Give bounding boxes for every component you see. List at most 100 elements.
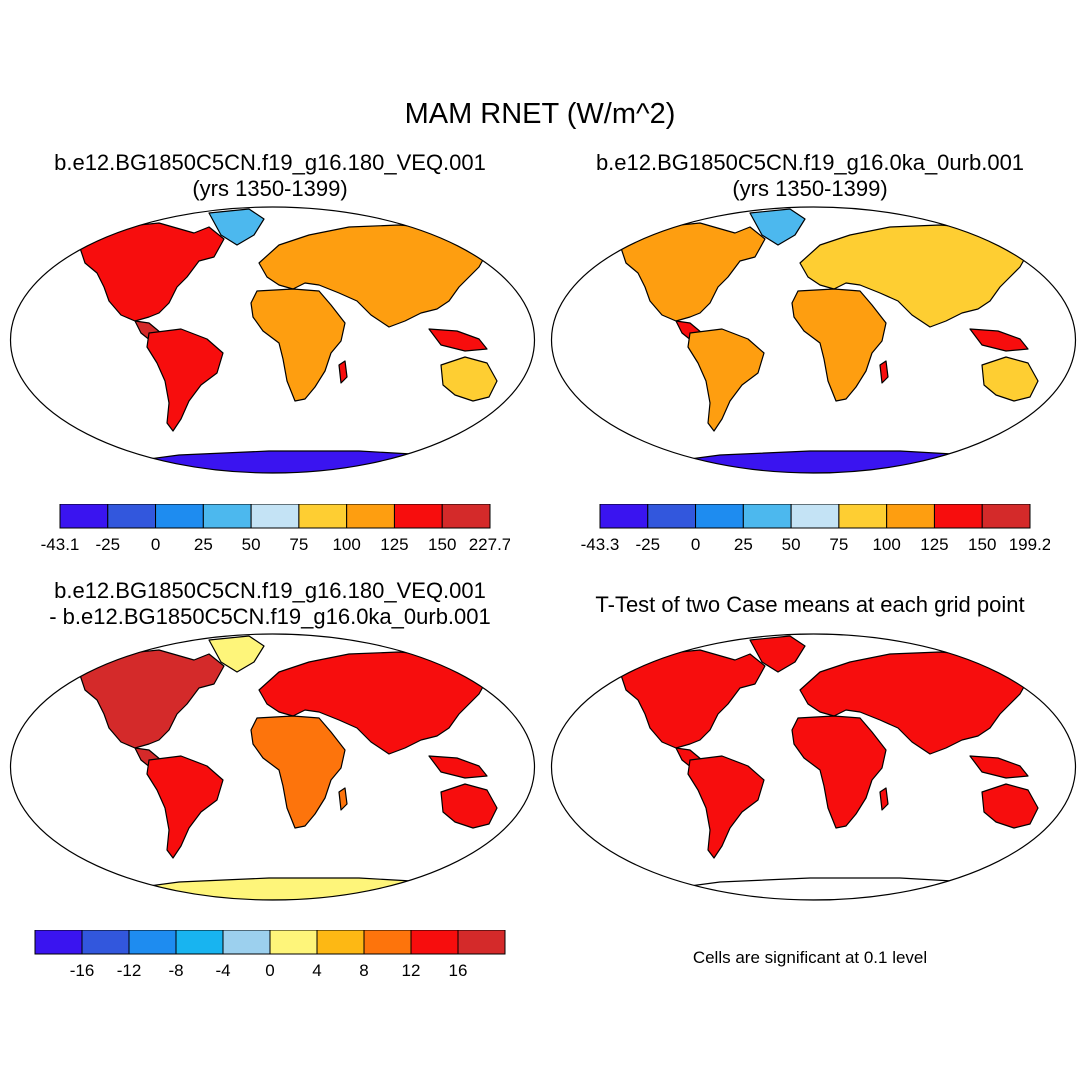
map-land	[619, 208, 1039, 473]
panel-title-case2-line1: b.e12.BG1850C5CN.f19_g16.0ka_0urb.001	[595, 150, 1025, 175]
colorbar-tick-label: 75	[289, 535, 308, 554]
colorbar-box	[269, 930, 318, 955]
colorbar-tick-label: 50	[242, 535, 261, 554]
panel-title-case2: b.e12.BG1850C5CN.f19_g16.0ka_0urb.001 (y…	[540, 150, 1080, 202]
colorbar-tick-label: -16	[70, 961, 95, 980]
map-border	[9, 206, 536, 474]
colorbar-tick-label: 100	[332, 535, 360, 554]
colorbar-box	[981, 504, 1031, 529]
colorbar-tick-label: -43.3	[581, 535, 620, 554]
colorbar-tick-label: -43.1	[41, 535, 80, 554]
region-madagascar	[879, 787, 889, 811]
colorbar-box	[410, 930, 459, 955]
panel-title-case1-line1: b.e12.BG1850C5CN.f19_g16.180_VEQ.001	[54, 150, 486, 175]
colorbar-box	[790, 504, 840, 529]
colorbar-box	[886, 504, 935, 529]
colorbar-tick-label: -8	[168, 961, 183, 980]
region-namerica	[619, 649, 766, 749]
colorbar-tick-label: 125	[920, 535, 948, 554]
region-madagascar	[338, 360, 348, 384]
region-eurasia	[799, 224, 1031, 328]
colorbar-tick-label: 16	[449, 961, 468, 980]
colorbar-tick-label: 8	[359, 961, 368, 980]
colorbar-box	[393, 504, 443, 529]
colorbar-box	[316, 930, 365, 955]
colorbar-box	[155, 504, 204, 529]
panel-title-ttest-line1: T-Test of two Case means at each grid po…	[595, 592, 1025, 617]
region-samerica	[687, 328, 765, 432]
colorbar-box	[222, 930, 271, 955]
colorbar-box	[457, 930, 506, 955]
colorbar-box	[59, 504, 109, 529]
colorbar-tick-label: 4	[312, 961, 321, 980]
colorbar-case1: -43.1 -25 0 25 50 75 100 125 150 227.7	[41, 504, 510, 554]
region-seasia	[969, 755, 1029, 779]
colorbar-tick-label: -12	[117, 961, 142, 980]
colorbar-box	[695, 504, 744, 529]
colorbar-tick-label: 25	[194, 535, 213, 554]
region-greenland	[208, 635, 265, 673]
region-madagascar	[338, 787, 348, 811]
region-greenland	[208, 208, 265, 246]
colorbar-tick-label: 199.2	[1009, 535, 1050, 554]
panel-title-diff-line1: b.e12.BG1850C5CN.f19_g16.180_VEQ.001	[54, 578, 486, 603]
colorbar-tick-label: 125	[380, 535, 408, 554]
region-seasia	[969, 328, 1029, 352]
colorbar-tick-label: 227.7	[469, 535, 510, 554]
colorbar-tick-label: 0	[265, 961, 274, 980]
colorbar-tick-label: -25	[635, 535, 660, 554]
colorbar-box	[107, 504, 157, 529]
panel-title-diff-line2: - b.e12.BG1850C5CN.f19_g16.0ka_0urb.001	[49, 604, 491, 629]
region-africa	[791, 288, 887, 402]
region-samerica	[146, 328, 224, 432]
region-namerica	[78, 222, 225, 322]
colorbar-box	[175, 930, 224, 955]
region-eurasia	[258, 224, 490, 328]
colorbar-tick-label: 150	[968, 535, 996, 554]
panel-title-ttest: T-Test of two Case means at each grid po…	[540, 592, 1080, 618]
region-samerica	[687, 755, 765, 859]
colorbar-box	[34, 930, 83, 955]
region-namerica	[78, 649, 225, 749]
map-land	[78, 208, 498, 473]
colorbar-tick-label: 12	[402, 961, 421, 980]
region-africa	[791, 715, 887, 829]
map-ttest	[550, 633, 1077, 901]
colorbar-box	[298, 504, 348, 529]
region-seasia	[428, 328, 488, 352]
colorbar-box	[742, 504, 792, 529]
region-australia	[440, 783, 498, 829]
panel-title-case2-line2: (yrs 1350-1399)	[732, 176, 888, 201]
region-greenland	[749, 208, 806, 246]
region-eurasia	[258, 651, 490, 755]
region-samerica	[146, 755, 224, 859]
significance-note: Cells are significant at 0.1 level	[692, 948, 928, 967]
colorbar-box	[346, 504, 395, 529]
panel-title-case1-line2: (yrs 1350-1399)	[192, 176, 348, 201]
colorbar-box	[250, 504, 300, 529]
region-australia	[981, 356, 1039, 402]
panel-title-case1: b.e12.BG1850C5CN.f19_g16.180_VEQ.001 (yr…	[0, 150, 540, 202]
colorbar-case2: -43.3 -25 0 25 50 75 100 125 150 199.2	[581, 504, 1050, 554]
colorbar-box	[838, 504, 888, 529]
colorbar-tick-label: -25	[95, 535, 120, 554]
map-case1	[9, 206, 536, 474]
map-land	[78, 635, 498, 900]
region-greenland	[749, 635, 806, 673]
colorbar-box	[202, 504, 252, 529]
colorbar-box	[363, 930, 412, 955]
colorbar-tick-label: 150	[428, 535, 456, 554]
colorbar-diff: -16 -12 -8 -4 0 4 8 12 16	[34, 930, 506, 980]
colorbar-tick-label: 75	[829, 535, 848, 554]
region-australia	[981, 783, 1039, 829]
map-land	[619, 635, 1039, 900]
region-eurasia	[799, 651, 1031, 755]
map-border	[550, 206, 1077, 474]
region-africa	[250, 715, 346, 829]
map-diff	[9, 633, 536, 901]
colorbar-box	[128, 930, 177, 955]
colorbar-tick-label: 100	[872, 535, 900, 554]
colorbar-box	[933, 504, 983, 529]
figure-title: MAM RNET (W/m^2)	[404, 98, 676, 130]
region-namerica	[619, 222, 766, 322]
